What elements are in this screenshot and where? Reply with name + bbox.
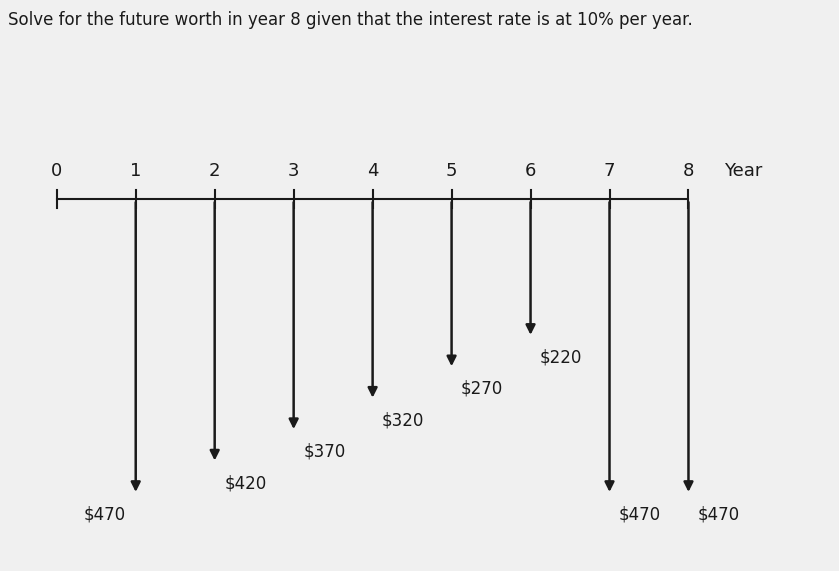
Text: $220: $220	[540, 348, 582, 367]
Text: $470: $470	[619, 505, 661, 524]
Text: $270: $270	[461, 380, 503, 398]
Text: 3: 3	[288, 162, 300, 180]
Text: 7: 7	[604, 162, 615, 180]
Text: $420: $420	[224, 474, 267, 492]
Text: $470: $470	[84, 505, 126, 524]
Text: 2: 2	[209, 162, 221, 180]
Text: 5: 5	[446, 162, 457, 180]
Text: 8: 8	[683, 162, 694, 180]
Text: 4: 4	[367, 162, 378, 180]
Text: 0: 0	[51, 162, 62, 180]
Text: $470: $470	[698, 505, 740, 524]
Text: $320: $320	[382, 411, 425, 429]
Text: Year: Year	[724, 162, 763, 180]
Text: $370: $370	[303, 443, 346, 461]
Text: 6: 6	[525, 162, 536, 180]
Text: 1: 1	[130, 162, 142, 180]
Text: Solve for the future worth in year 8 given that the interest rate is at 10% per : Solve for the future worth in year 8 giv…	[8, 11, 693, 30]
